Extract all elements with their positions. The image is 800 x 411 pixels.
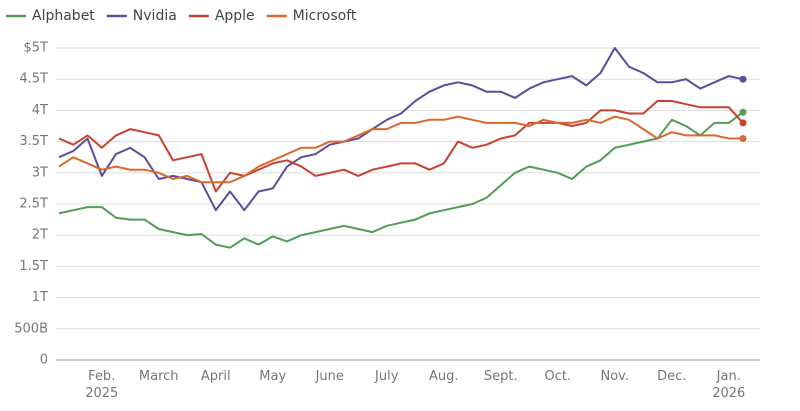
x-tick-label: Nov. [600,369,630,384]
x-tick-label: Dec. [657,369,687,384]
end-dot [739,134,747,142]
x-tick-label: Oct. [544,369,572,384]
end-dot [739,119,747,127]
series-line [58,100,744,193]
y-tick-label: 4.5T [19,72,48,87]
x-tick-label: April [200,369,231,384]
y-tick-label: 3.5T [19,134,48,149]
end-dot [739,108,747,116]
x-tick-label: Sept. [483,369,518,384]
x-tick-label: June [315,369,344,384]
y-tick-label: 2.5T [19,197,48,212]
y-tick-label: 2T [32,228,48,243]
y-tick-label: 0 [40,353,48,368]
series-line [58,115,743,184]
y-tick-label: 500B [14,321,48,336]
y-tick-label: $5T [24,41,49,56]
x-tick-label: Aug. [428,369,459,384]
x-tick-label: March [138,369,179,384]
x-tick-label: May [259,369,287,384]
legend-label: Alphabet [32,8,95,24]
series-line [58,47,744,212]
x-tick-label: Jan. 2026 [712,369,746,401]
series-line [58,111,744,249]
y-tick-label: 4T [32,103,48,118]
legend-label: Nvidia [133,8,177,24]
y-tick-label: 3T [32,165,48,180]
end-dot [739,75,747,83]
legend-label: Microsoft [293,8,357,24]
x-tick-label: Feb. 2025 [85,369,119,401]
y-tick-label: 1.5T [19,259,48,274]
y-tick-label: 1T [32,290,48,305]
legend-label: Apple [215,8,255,24]
x-tick-label: July [375,369,399,384]
